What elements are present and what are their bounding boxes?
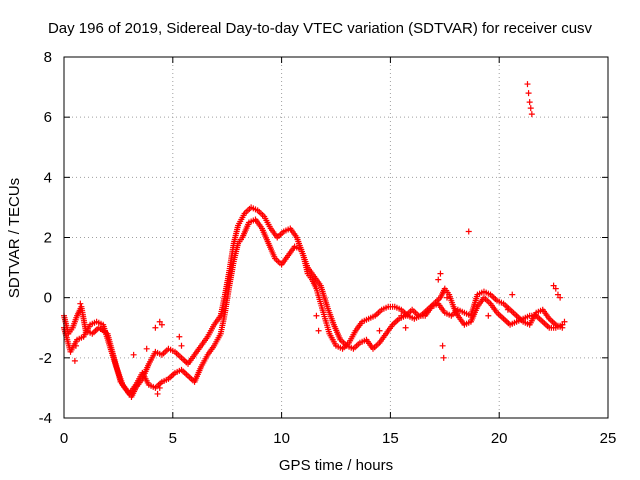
data-point-marker: [443, 294, 450, 301]
data-point-marker: [315, 327, 322, 334]
y-tick-label: -2: [39, 350, 52, 367]
data-point-marker: [398, 312, 405, 319]
data-point-marker: [176, 333, 183, 340]
data-point-marker: [465, 228, 472, 235]
data-point-marker: [561, 318, 568, 325]
x-tick-label: 20: [491, 430, 508, 447]
x-tick-label: 5: [169, 430, 177, 447]
x-tick-label: 25: [600, 430, 617, 447]
x-tick-labels: 0 5 10 15 20 25: [60, 430, 617, 447]
data-point-marker: [524, 81, 531, 88]
data-point-marker: [550, 282, 557, 289]
y-axis-label: SDTVAR / TECUs: [6, 178, 23, 298]
x-tick-label: 0: [60, 430, 68, 447]
plot-frame: [63, 56, 609, 419]
data-point-marker: [526, 99, 533, 106]
data-point-marker: [130, 351, 137, 358]
data-point-marker: [156, 318, 163, 325]
y-tick-label: 2: [44, 230, 52, 247]
y-tick-label: 4: [44, 169, 52, 186]
data-point-marker: [402, 324, 409, 331]
data-point-marker: [154, 390, 161, 397]
data-point-marker: [439, 342, 446, 349]
data-point-marker: [178, 342, 185, 349]
data-point-marker: [557, 294, 564, 301]
data-point-marker: [143, 345, 150, 352]
data-point-marker: [504, 306, 511, 313]
data-point-marker: [527, 105, 534, 112]
y-tick-label: 0: [44, 290, 52, 307]
data-point-marker: [152, 324, 159, 331]
y-tick-label: 6: [44, 109, 52, 126]
data-point-marker: [552, 285, 559, 292]
data-point-marker: [435, 276, 442, 283]
grid-lines: [64, 57, 608, 418]
data-point-marker: [528, 111, 535, 118]
data-point-marker: [554, 291, 561, 298]
y-tick-labels: -4 -2 0 2 4 6 8: [39, 49, 52, 427]
data-point-marker: [437, 270, 444, 277]
data-point-marker: [485, 312, 492, 319]
chart-title: Day 196 of 2019, Sidereal Day-to-day VTE…: [48, 20, 593, 37]
data-point-marker: [72, 342, 79, 349]
data-point-marker: [158, 321, 165, 328]
data-point-marker: [71, 357, 78, 364]
data-point-marker: [509, 291, 516, 298]
data-point-marker: [156, 384, 163, 391]
data-point-marker: [376, 327, 383, 334]
x-tick-label: 15: [382, 430, 399, 447]
x-tick-label: 10: [273, 430, 290, 447]
y-tick-label: -4: [39, 410, 52, 427]
data-point-marker: [313, 312, 320, 319]
data-point-marker: [525, 90, 532, 97]
y-tick-label: 8: [44, 49, 52, 66]
data-point-marker: [77, 300, 84, 307]
data-point-marker: [559, 321, 566, 328]
x-axis-label: GPS time / hours: [279, 457, 393, 474]
data-points: [61, 81, 568, 400]
data-point-marker: [440, 354, 447, 361]
